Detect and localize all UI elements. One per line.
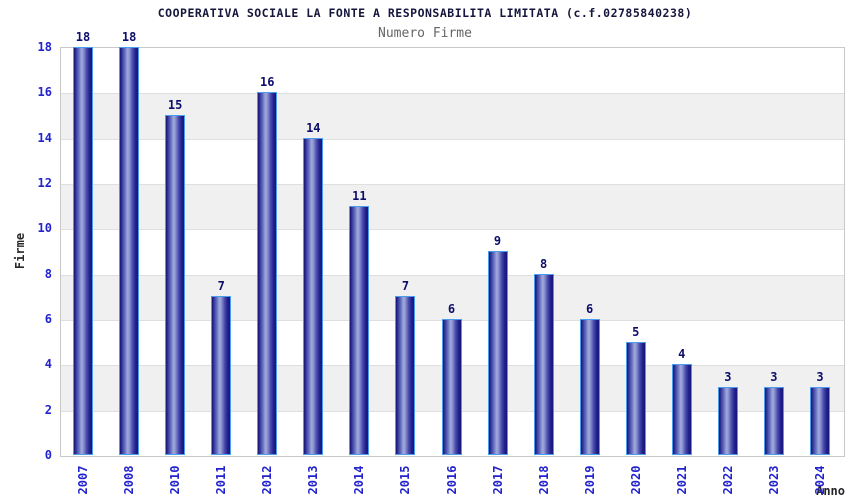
bar-value-label: 6: [447, 302, 456, 316]
bar: [533, 273, 554, 455]
bar: [395, 296, 416, 455]
bar: [763, 387, 784, 455]
x-tick-label: 2013: [306, 465, 321, 495]
x-tick-label: 2007: [76, 465, 91, 495]
bar: [441, 319, 462, 455]
x-tick-label: 2021: [674, 465, 689, 495]
y-tick-label: 0: [44, 448, 52, 462]
x-tick-label: 2008: [122, 465, 137, 495]
plot-band: [61, 184, 844, 230]
x-tick-label: 2015: [398, 465, 413, 495]
y-tick-label: 4: [44, 357, 52, 372]
y-tick-label: 10: [37, 221, 52, 236]
x-tick-label: 2012: [260, 465, 275, 495]
bar-value-label: 3: [816, 370, 824, 384]
bar: [73, 47, 94, 455]
bar: [671, 364, 692, 455]
x-tick-label: 2024: [812, 465, 827, 495]
bar: [625, 341, 646, 455]
bar-value-label: 14: [306, 120, 321, 135]
chart-title: COOPERATIVA SOCIALE LA FONTE A RESPONSAB…: [157, 6, 693, 20]
bar-value-label: 7: [401, 279, 410, 294]
bar-value-label: 4: [678, 347, 686, 362]
y-tick-label: 14: [37, 130, 52, 145]
gridline: [61, 93, 844, 95]
bar: [165, 115, 186, 455]
chart-subtitle: Numero Firme: [378, 26, 472, 41]
gridline: [61, 274, 844, 276]
bar: [257, 92, 278, 455]
y-tick-label: 2: [44, 402, 52, 417]
plot-band: [61, 138, 844, 184]
plot-band: [61, 229, 844, 275]
bar: [211, 296, 232, 455]
bar-value-label: 5: [632, 324, 640, 339]
y-tick-label: 8: [44, 266, 52, 281]
bar: [717, 387, 738, 455]
bar-value-label: 16: [260, 75, 275, 90]
bar-value-label: 11: [352, 188, 367, 203]
bar-value-label: 9: [493, 234, 502, 248]
bar: [579, 319, 600, 455]
bar-value-label: 7: [217, 279, 225, 294]
y-tick-label: 12: [37, 176, 52, 190]
bar-value-label: 8: [539, 256, 548, 271]
bar: [487, 251, 508, 455]
y-tick-label: 16: [37, 85, 52, 100]
x-tick-label: 2018: [536, 465, 551, 495]
bar: [809, 387, 830, 455]
x-tick-label: 2023: [766, 465, 781, 495]
x-tick-label: 2022: [720, 465, 735, 495]
gridline: [61, 138, 844, 140]
x-tick-label: 2019: [582, 465, 597, 495]
gridline: [61, 229, 844, 231]
bar-value-label: 18: [121, 30, 137, 44]
x-tick-label: 2010: [168, 465, 183, 495]
gridline: [61, 184, 844, 185]
x-tick-label: 2016: [444, 465, 459, 495]
y-tick-label: 6: [44, 312, 52, 326]
y-tick-label: 18: [37, 40, 52, 54]
x-axis-title: Anno: [816, 484, 845, 498]
x-tick-label: 2011: [214, 465, 229, 495]
plot-band: [61, 48, 844, 94]
plot-band: [61, 274, 844, 320]
x-tick-label: 2017: [490, 465, 505, 495]
bar-value-label: 6: [586, 302, 594, 316]
bar-value-label: 18: [75, 30, 91, 44]
plot-area: [60, 47, 845, 457]
plot-band: [61, 93, 844, 139]
bar-value-label: 3: [770, 370, 778, 384]
x-tick-label: 2014: [352, 465, 367, 495]
bar: [119, 47, 140, 455]
bar-value-label: 3: [724, 370, 732, 384]
bar-value-label: 15: [167, 98, 183, 112]
x-tick-label: 2020: [628, 465, 643, 495]
bar: [349, 205, 370, 455]
bar: [303, 137, 324, 455]
